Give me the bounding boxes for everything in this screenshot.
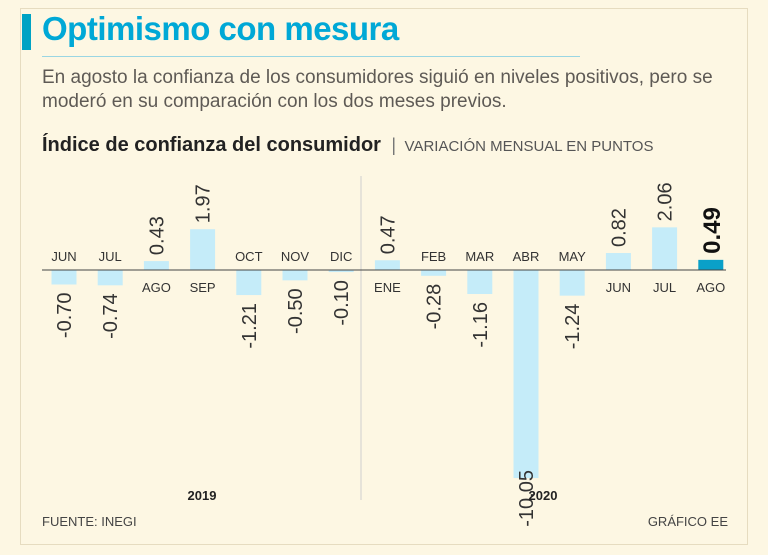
bar-13 xyxy=(605,253,631,270)
bar-3 xyxy=(143,261,169,270)
month-label-9: FEB xyxy=(421,249,446,264)
value-label-5: -1.21 xyxy=(239,303,261,349)
value-label-14: 2.06 xyxy=(655,182,677,221)
value-label-12: -1.24 xyxy=(562,304,584,350)
graphic-credit: GRÁFICO EE xyxy=(647,514,728,529)
bar-5 xyxy=(236,270,262,296)
month-label-10: MAR xyxy=(465,249,494,264)
chart-header-separator: | xyxy=(391,135,397,155)
value-label-13: 0.82 xyxy=(608,208,630,247)
month-label-5: OCT xyxy=(235,249,263,264)
bar-15 xyxy=(698,259,724,270)
month-label-7: DIC xyxy=(330,249,352,264)
month-label-14: JUL xyxy=(653,280,676,295)
month-label-1: JUN xyxy=(51,249,76,264)
title-accent-bar xyxy=(22,14,31,50)
month-label-4: SEP xyxy=(190,280,216,295)
title-divider xyxy=(42,56,580,57)
bar-8 xyxy=(374,260,400,270)
infographic-frame xyxy=(20,8,748,545)
value-label-11: -10.05 xyxy=(516,470,538,527)
bar-12 xyxy=(559,270,585,296)
month-label-6: NOV xyxy=(281,249,310,264)
bar-2 xyxy=(97,270,123,286)
infographic-title: Optimismo con mesura xyxy=(42,10,399,47)
value-label-8: 0.47 xyxy=(377,215,399,254)
value-label-7: -0.10 xyxy=(331,280,353,326)
value-label-1: -0.70 xyxy=(54,292,76,338)
bar-4 xyxy=(190,229,216,270)
year-label-2020: 2020 xyxy=(529,488,558,503)
chart-header: Índice de confianza del consumidor | VAR… xyxy=(42,134,653,157)
value-label-4: 1.97 xyxy=(193,184,215,223)
month-label-8: ENE xyxy=(374,280,401,295)
bar-14 xyxy=(652,227,678,270)
year-label-2019: 2019 xyxy=(188,488,217,503)
value-label-2: -0.74 xyxy=(100,293,122,339)
bar-6 xyxy=(282,270,308,281)
chart-unit-label: VARIACIÓN MENSUAL EN PUNTOS xyxy=(404,138,654,155)
bar-1 xyxy=(51,270,77,285)
bar-11 xyxy=(513,270,539,479)
value-label-15: 0.49 xyxy=(699,207,726,254)
value-label-6: -0.50 xyxy=(285,288,307,334)
bar-9 xyxy=(421,270,447,276)
infographic-subtitle: En agosto la confianza de los consumidor… xyxy=(42,67,713,112)
bar-10 xyxy=(467,270,493,295)
month-label-15: AGO xyxy=(696,280,725,295)
month-label-12: MAY xyxy=(559,249,587,264)
month-label-3: AGO xyxy=(142,280,171,295)
month-label-2: JUL xyxy=(99,249,122,264)
bar-7 xyxy=(328,270,354,273)
value-label-9: -0.28 xyxy=(424,284,446,330)
month-label-13: JUN xyxy=(606,280,631,295)
chart-title: Índice de confianza del consumidor xyxy=(42,134,381,156)
month-label-11: ABR xyxy=(513,249,540,264)
value-label-3: 0.43 xyxy=(146,216,168,255)
source-note: FUENTE: INEGI xyxy=(42,514,137,529)
value-label-10: -1.16 xyxy=(470,302,492,348)
